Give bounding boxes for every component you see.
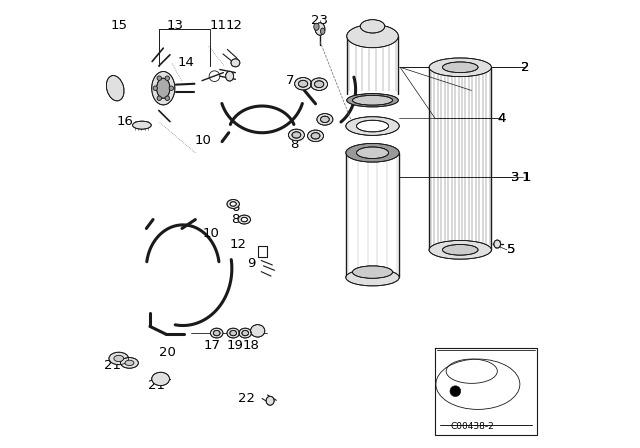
Text: 22: 22	[238, 392, 255, 405]
Ellipse shape	[238, 215, 250, 224]
Text: 19: 19	[226, 339, 243, 352]
Text: 4: 4	[497, 112, 506, 125]
Ellipse shape	[211, 328, 223, 338]
Text: 10: 10	[202, 227, 220, 240]
Ellipse shape	[442, 62, 478, 73]
Ellipse shape	[226, 71, 234, 81]
Ellipse shape	[308, 130, 324, 142]
Text: 11: 11	[210, 19, 227, 32]
Ellipse shape	[347, 25, 398, 47]
Text: C00438-2: C00438-2	[450, 422, 494, 431]
Ellipse shape	[241, 217, 248, 222]
Ellipse shape	[346, 143, 399, 162]
Ellipse shape	[321, 28, 325, 34]
Ellipse shape	[315, 23, 325, 35]
Text: 2: 2	[520, 61, 529, 74]
Circle shape	[157, 96, 161, 100]
Circle shape	[169, 86, 173, 90]
Ellipse shape	[429, 241, 492, 259]
Text: 16: 16	[117, 115, 134, 128]
Ellipse shape	[298, 80, 308, 87]
Ellipse shape	[292, 132, 301, 138]
Ellipse shape	[353, 95, 392, 105]
Ellipse shape	[230, 202, 236, 206]
Text: 20: 20	[159, 346, 176, 359]
Ellipse shape	[429, 58, 492, 77]
Text: 9: 9	[247, 257, 255, 270]
Ellipse shape	[157, 78, 170, 98]
Ellipse shape	[120, 358, 138, 368]
Text: 7: 7	[285, 74, 294, 87]
Text: 21: 21	[104, 359, 122, 372]
Circle shape	[157, 76, 161, 80]
Text: 17: 17	[204, 339, 221, 352]
Ellipse shape	[227, 328, 239, 338]
Ellipse shape	[250, 325, 265, 337]
Ellipse shape	[310, 78, 328, 90]
Circle shape	[165, 96, 170, 100]
Ellipse shape	[314, 23, 319, 30]
Text: 1: 1	[523, 171, 531, 184]
Ellipse shape	[442, 245, 478, 255]
Text: 8: 8	[290, 138, 298, 151]
Ellipse shape	[230, 331, 237, 336]
Ellipse shape	[360, 20, 385, 33]
Ellipse shape	[317, 114, 333, 125]
Text: 6: 6	[231, 201, 239, 214]
Circle shape	[165, 76, 170, 80]
Ellipse shape	[294, 78, 312, 90]
Ellipse shape	[289, 129, 305, 141]
Circle shape	[450, 386, 461, 396]
Text: 18: 18	[243, 339, 259, 352]
Ellipse shape	[356, 147, 388, 159]
Text: 14: 14	[178, 56, 195, 69]
Ellipse shape	[346, 269, 399, 286]
Ellipse shape	[311, 133, 320, 139]
Ellipse shape	[239, 328, 252, 338]
Text: 3: 3	[511, 171, 519, 184]
Text: 8: 8	[231, 213, 239, 226]
Ellipse shape	[213, 331, 220, 336]
Text: 23: 23	[312, 13, 328, 26]
Ellipse shape	[353, 266, 392, 278]
Text: 13: 13	[167, 19, 184, 32]
Ellipse shape	[356, 120, 388, 132]
Ellipse shape	[125, 360, 134, 366]
Ellipse shape	[346, 116, 399, 135]
Circle shape	[153, 86, 157, 90]
Text: 3: 3	[511, 171, 519, 184]
Ellipse shape	[347, 94, 398, 107]
Ellipse shape	[231, 59, 240, 67]
Ellipse shape	[494, 240, 500, 248]
Ellipse shape	[314, 81, 324, 88]
Text: 12: 12	[229, 237, 246, 250]
Ellipse shape	[266, 396, 274, 405]
Ellipse shape	[109, 352, 129, 365]
Text: 10: 10	[195, 134, 212, 147]
Text: 4: 4	[497, 112, 506, 125]
Text: 2: 2	[522, 61, 530, 74]
Text: 21: 21	[148, 379, 164, 392]
Text: 15: 15	[110, 19, 127, 32]
Ellipse shape	[114, 355, 124, 362]
Ellipse shape	[321, 116, 330, 123]
Text: 1: 1	[522, 171, 530, 184]
Ellipse shape	[106, 76, 124, 101]
Ellipse shape	[152, 72, 175, 105]
Text: 5: 5	[507, 243, 516, 256]
Ellipse shape	[152, 372, 170, 386]
Ellipse shape	[227, 199, 239, 208]
Text: 12: 12	[226, 19, 243, 32]
Ellipse shape	[132, 121, 151, 129]
Text: 5: 5	[507, 243, 516, 256]
Ellipse shape	[242, 331, 248, 336]
